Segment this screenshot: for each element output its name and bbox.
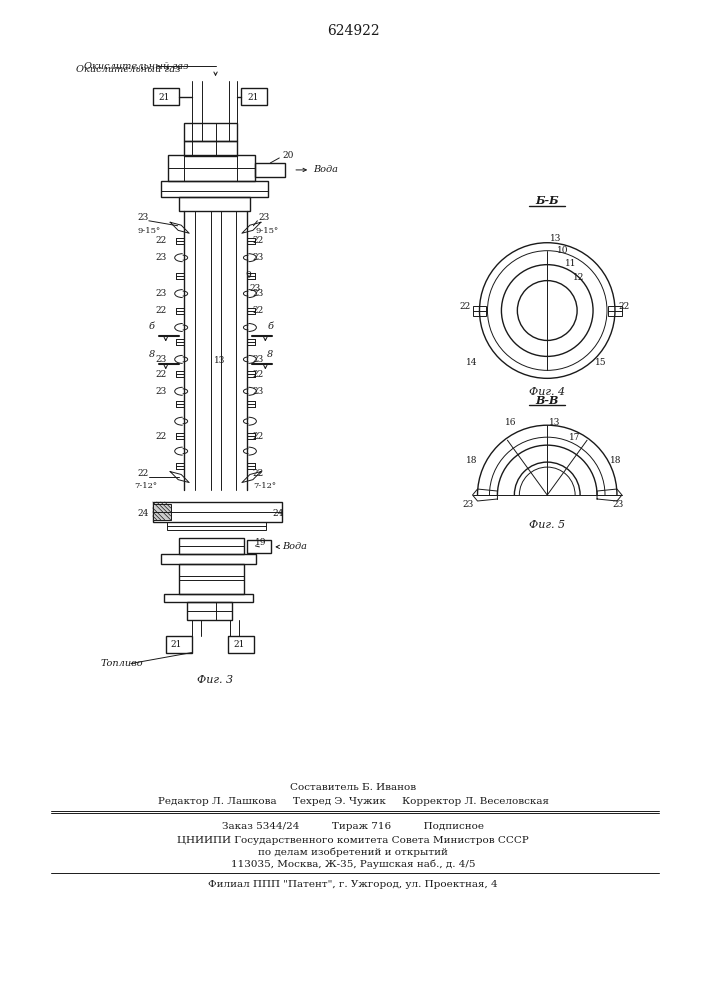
Text: 23: 23 <box>138 213 149 222</box>
Bar <box>153 504 170 520</box>
Text: 22: 22 <box>252 432 264 441</box>
Bar <box>179 197 250 211</box>
Text: 16: 16 <box>506 418 517 427</box>
Bar <box>164 594 253 602</box>
Bar <box>168 155 255 181</box>
Bar <box>179 538 245 554</box>
Text: 7-12°: 7-12° <box>134 482 157 490</box>
Text: 22: 22 <box>156 370 167 379</box>
Text: 21: 21 <box>159 93 170 102</box>
Text: 7-12°: 7-12° <box>253 482 276 490</box>
Bar <box>167 522 267 530</box>
Text: 23: 23 <box>252 355 264 364</box>
Text: 15: 15 <box>595 358 607 367</box>
Text: 23: 23 <box>258 213 269 222</box>
Text: 9-15°: 9-15° <box>138 227 161 235</box>
Text: 9: 9 <box>245 271 251 280</box>
Text: 113035, Москва, Ж-35, Раушская наб., д. 4/5: 113035, Москва, Ж-35, Раушская наб., д. … <box>230 859 475 869</box>
Text: 22: 22 <box>156 432 167 441</box>
Text: Вода: Вода <box>282 542 308 551</box>
Text: Окислительный газ: Окислительный газ <box>76 65 180 74</box>
Text: 22: 22 <box>252 306 264 315</box>
Text: 23: 23 <box>252 289 264 298</box>
Bar <box>187 602 233 620</box>
Text: 22: 22 <box>252 469 264 478</box>
Text: Вода: Вода <box>313 165 338 174</box>
Text: Б-Б: Б-Б <box>535 195 559 206</box>
Text: 17: 17 <box>569 433 580 442</box>
Text: 13: 13 <box>549 418 561 427</box>
Bar <box>165 636 192 653</box>
Text: 24: 24 <box>138 509 149 518</box>
Text: 23: 23 <box>612 500 624 509</box>
Text: 23: 23 <box>156 253 167 262</box>
Text: 22: 22 <box>460 302 471 311</box>
Bar <box>184 141 238 156</box>
Text: Фиг. 4: Фиг. 4 <box>529 387 566 397</box>
Bar <box>255 163 285 177</box>
Text: Составитель Б. Иванов: Составитель Б. Иванов <box>290 783 416 792</box>
Text: Фиг. 3: Фиг. 3 <box>197 675 233 685</box>
Text: 22: 22 <box>252 370 264 379</box>
Text: по делам изобретений и открытий: по делам изобретений и открытий <box>258 847 448 857</box>
Text: Редактор Л. Лашкова     Техред Э. Чужик     Корректор Л. Веселовская: Редактор Л. Лашкова Техред Э. Чужик Корр… <box>158 797 549 806</box>
Text: 624922: 624922 <box>327 24 380 38</box>
Text: Фиг. 5: Фиг. 5 <box>529 520 566 530</box>
Text: 18: 18 <box>610 456 621 465</box>
Text: 8: 8 <box>148 350 155 359</box>
Text: 23: 23 <box>252 387 264 396</box>
Text: 22: 22 <box>252 236 264 245</box>
Text: 21: 21 <box>233 640 245 649</box>
Text: Окислительный газ: Окислительный газ <box>84 62 189 71</box>
Bar <box>242 88 267 105</box>
Bar <box>160 181 269 197</box>
Bar <box>247 540 271 553</box>
Text: 23: 23 <box>462 500 474 509</box>
Text: 22: 22 <box>156 236 167 245</box>
Text: 23: 23 <box>250 284 261 293</box>
Text: 23: 23 <box>156 387 167 396</box>
Text: 22: 22 <box>156 306 167 315</box>
Text: 23: 23 <box>156 355 167 364</box>
Bar <box>184 155 238 181</box>
Text: б: б <box>267 322 274 331</box>
Text: 14: 14 <box>465 358 477 367</box>
Bar <box>179 564 245 594</box>
Text: 13: 13 <box>214 356 225 365</box>
Text: 13: 13 <box>550 234 561 243</box>
Text: Филиал ППП "Патент", г. Ужгород, ул. Проектная, 4: Филиал ППП "Патент", г. Ужгород, ул. Про… <box>208 880 498 889</box>
Bar <box>153 88 179 105</box>
Text: 9-15°: 9-15° <box>255 227 279 235</box>
Text: 22: 22 <box>618 302 629 311</box>
Text: В-В: В-В <box>535 395 559 406</box>
Text: 21: 21 <box>170 640 182 649</box>
Bar <box>228 636 255 653</box>
Text: Заказ 5344/24          Тираж 716          Подписное: Заказ 5344/24 Тираж 716 Подписное <box>222 822 484 831</box>
Text: 11: 11 <box>565 259 577 268</box>
Text: 10: 10 <box>557 246 568 255</box>
Text: 18: 18 <box>465 456 477 465</box>
Bar <box>160 554 257 564</box>
Text: 23: 23 <box>156 289 167 298</box>
Bar <box>608 306 622 316</box>
Text: 24: 24 <box>272 509 284 518</box>
Text: 22: 22 <box>138 469 149 478</box>
Text: 12: 12 <box>573 273 585 282</box>
Text: ЦНИИПИ Государственного комитета Совета Министров СССР: ЦНИИПИ Государственного комитета Совета … <box>177 836 529 845</box>
Text: б: б <box>148 322 155 331</box>
Text: Топливо: Топливо <box>101 659 144 668</box>
Text: 8: 8 <box>267 350 274 359</box>
Text: 20: 20 <box>282 151 293 160</box>
Bar <box>184 123 238 141</box>
Text: 23: 23 <box>252 253 264 262</box>
Text: 21: 21 <box>247 93 259 102</box>
Bar <box>153 502 282 522</box>
Bar <box>472 306 486 316</box>
Text: 19: 19 <box>255 538 267 547</box>
